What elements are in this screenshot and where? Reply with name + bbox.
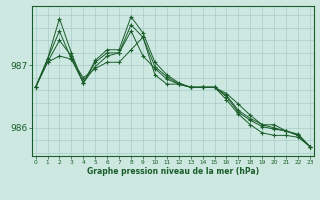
X-axis label: Graphe pression niveau de la mer (hPa): Graphe pression niveau de la mer (hPa) [87, 167, 259, 176]
